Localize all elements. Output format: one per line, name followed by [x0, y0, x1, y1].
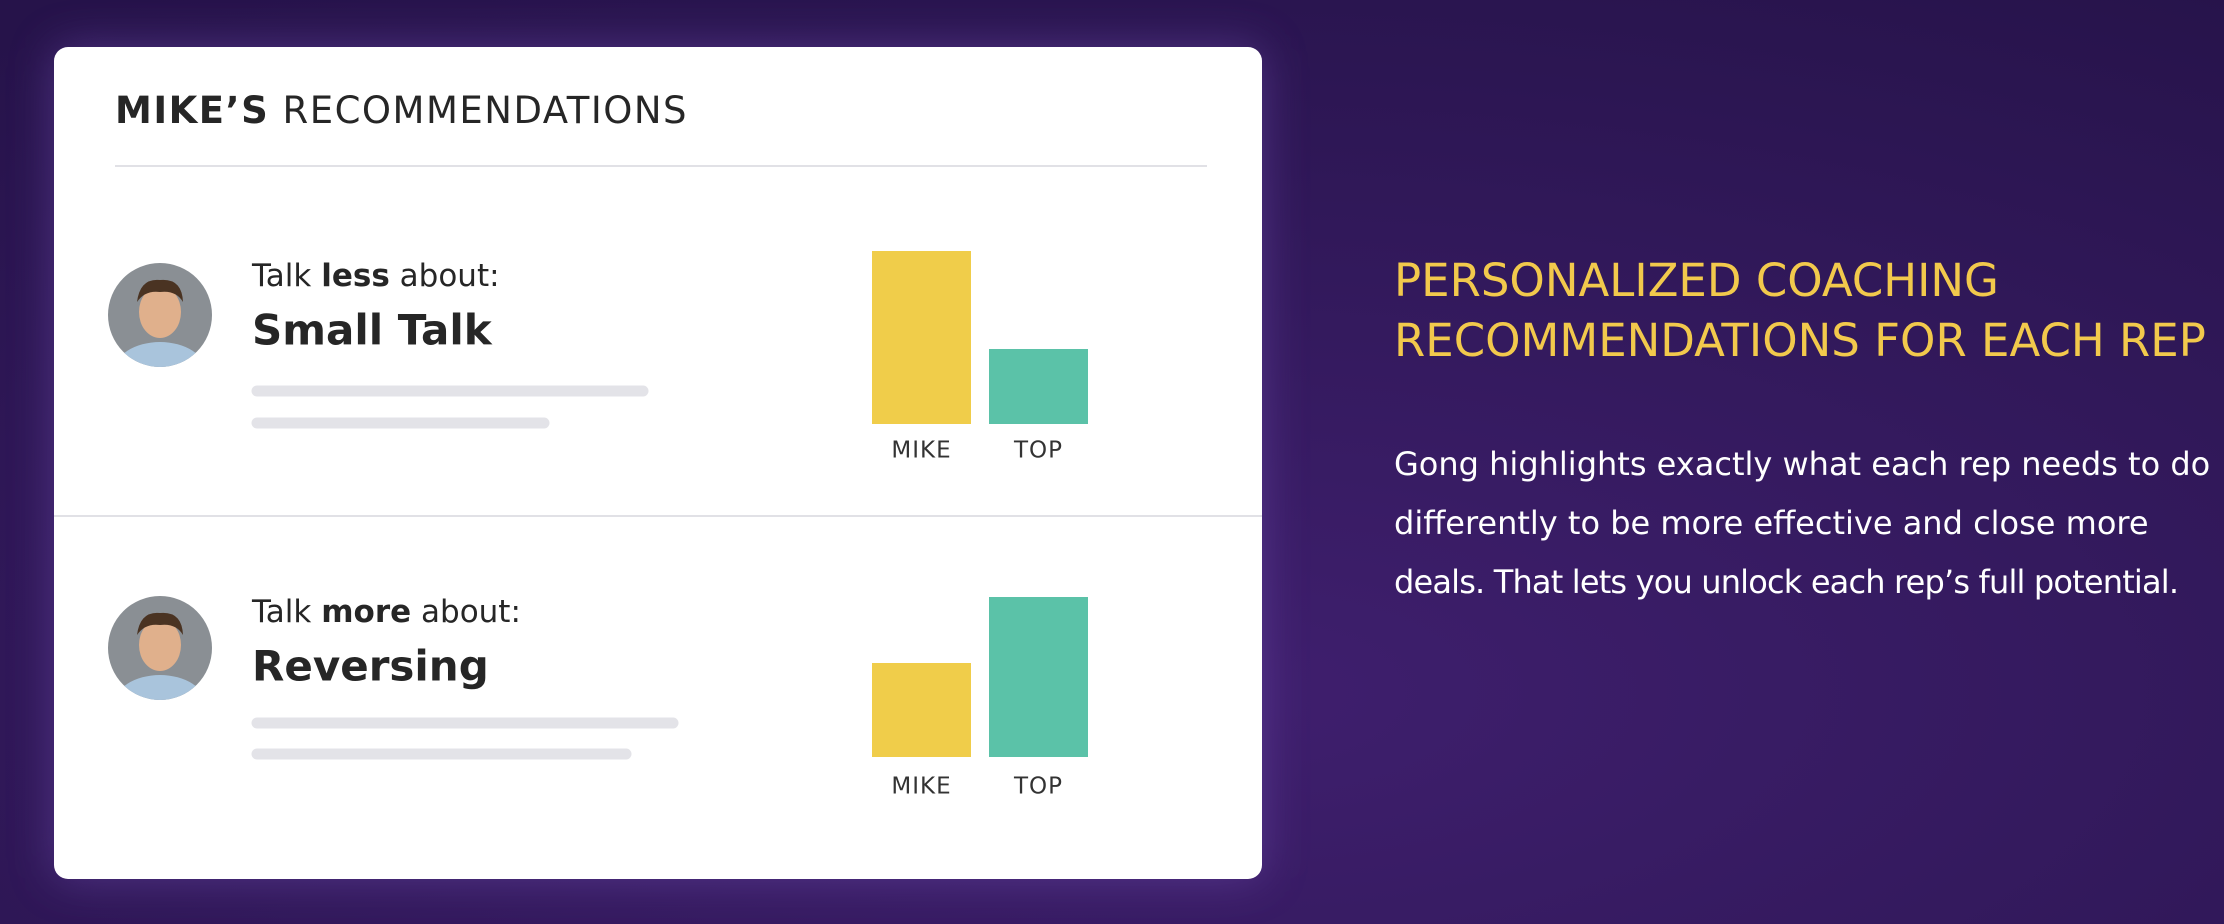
- side-body: Gong highlights exactly what each rep ne…: [1394, 445, 2210, 601]
- prompt-emphasis: less: [321, 258, 390, 294]
- bar: [872, 663, 971, 757]
- bar-label: TOP: [1013, 438, 1063, 464]
- body-line: deals. That lets you unlock each rep’s f…: [1394, 563, 2179, 601]
- card-title: MIKE’S RECOMMENDATIONS: [115, 89, 688, 132]
- prompt-prefix: Talk: [251, 258, 311, 294]
- prompt: Talk more about:: [251, 594, 521, 630]
- heading-line: PERSONALIZED COACHING: [1394, 254, 1999, 307]
- prompt-suffix: about:: [421, 594, 521, 630]
- prompt: Talk less about:: [251, 258, 500, 294]
- topic: Reversing: [252, 642, 489, 691]
- bar: [872, 251, 971, 424]
- bar-label: MIKE: [891, 438, 951, 464]
- title-rest: RECOMMENDATIONS: [283, 89, 689, 132]
- prompt-emphasis: more: [321, 594, 411, 630]
- body-line: Gong highlights exactly what each rep ne…: [1394, 445, 2210, 483]
- prompt-suffix: about:: [400, 258, 500, 294]
- body-line: differently to be more effective and clo…: [1394, 504, 2149, 542]
- bar-label: TOP: [1013, 774, 1063, 800]
- bar-label: MIKE: [891, 774, 951, 800]
- side-heading: PERSONALIZED COACHING RECOMMENDATIONS FOR…: [1394, 254, 2206, 367]
- bar: [989, 597, 1088, 757]
- bar: [989, 349, 1088, 424]
- heading-line: RECOMMENDATIONS FOR EACH REP: [1394, 314, 2206, 367]
- topic: Small Talk: [252, 306, 493, 355]
- avatar: [108, 263, 212, 367]
- avatar: [108, 596, 212, 700]
- prompt-prefix: Talk: [251, 594, 311, 630]
- title-bold: MIKE’S: [115, 89, 269, 132]
